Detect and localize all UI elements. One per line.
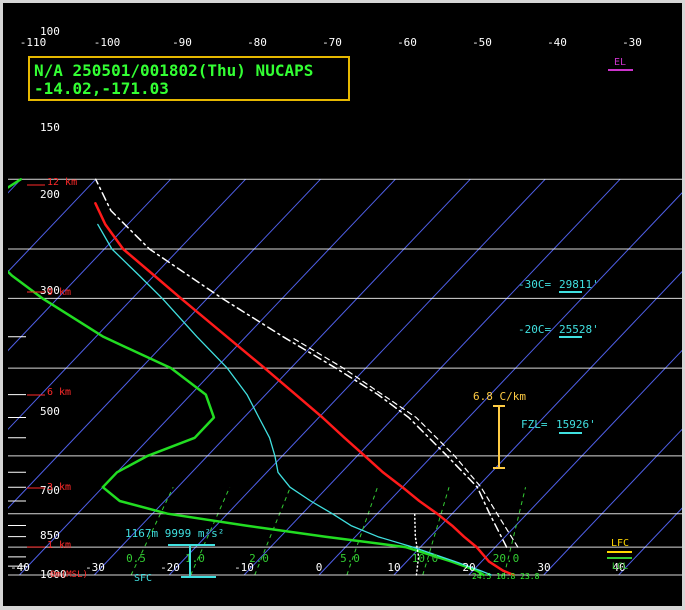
top-tick-label: -100 xyxy=(94,36,121,49)
mixing-ratio-label: 5.0 xyxy=(340,552,360,565)
el-label: EL xyxy=(614,57,626,68)
pressure-label: 300 xyxy=(40,284,60,297)
top-tick-label: -30 xyxy=(622,36,642,49)
temperature-profile xyxy=(94,202,515,577)
height-label: 6 km xyxy=(47,387,71,398)
mixing-ratio-label: 2.0 xyxy=(249,552,269,565)
bottom-tick-label: 10 xyxy=(387,561,400,574)
minus20c-value: 25528' xyxy=(559,323,599,336)
top-tick-label: -80 xyxy=(247,36,267,49)
top-tick-label: -110 xyxy=(20,36,47,49)
virtual-temp-profile xyxy=(97,223,492,576)
minus30c-value: 29811' xyxy=(559,278,599,291)
mixing-ratio-label: 1.0 xyxy=(185,552,205,565)
isotherm-line xyxy=(618,507,682,576)
isotherm-line xyxy=(19,178,396,576)
minus30c-label: -30C= xyxy=(518,278,551,291)
bottom-tick-label: -30 xyxy=(85,561,105,574)
bottom-tick-label: -10 xyxy=(234,561,254,574)
pressure-label: 200 xyxy=(40,188,60,201)
lfc-label: LFC xyxy=(611,538,629,549)
height-label: 3 km xyxy=(47,482,71,493)
minus20c-label: -20C= xyxy=(518,323,551,336)
mixing-ratio-label: 20.0 xyxy=(493,552,520,565)
bottom-tick-label: -40 xyxy=(10,561,30,574)
isotherm-line xyxy=(318,192,682,576)
mixing-ratio-line xyxy=(130,486,174,576)
lapse-rate-label: 6.8 C/km xyxy=(473,390,526,403)
pressure-label: 150 xyxy=(40,121,60,134)
top-tick-label: -70 xyxy=(322,36,342,49)
height-label: 12 km xyxy=(47,177,77,188)
height-label: 0m(MSL) xyxy=(50,570,88,580)
isotherm-line xyxy=(8,178,171,352)
isotherm-line xyxy=(393,271,682,576)
top-tick-label: -40 xyxy=(547,36,567,49)
bottom-tick-label: 20 xyxy=(462,561,475,574)
top-tick-label: -60 xyxy=(397,36,417,49)
isotherm-line xyxy=(543,428,682,576)
isotherm-line xyxy=(8,178,97,273)
lcl-label: LCL xyxy=(612,562,628,572)
isotherm-line xyxy=(243,178,621,576)
title-line-2: -14.02,-171.03 xyxy=(34,79,169,98)
mixing-ratio-label: 10.0 xyxy=(412,552,439,565)
bottom-tick-label: 40 xyxy=(612,561,625,574)
fzl-label: FZL= xyxy=(521,418,548,431)
height-label: 1 km xyxy=(47,540,71,551)
parcel-profile xyxy=(94,178,508,548)
top-tick-label: -50 xyxy=(472,36,492,49)
isotherm-line xyxy=(468,349,682,576)
top-tick-label: -90 xyxy=(172,36,192,49)
pressure-label: 700 xyxy=(40,484,60,497)
lapse-rate-bracket xyxy=(493,405,505,469)
pressure-label: 1000 xyxy=(40,568,67,581)
isotherm-line xyxy=(8,178,321,509)
pressure-label: 100 xyxy=(40,25,60,38)
mixing-ratio-label: 0.5 xyxy=(126,552,146,565)
dewpoint-profile xyxy=(8,178,486,577)
isotherm-line xyxy=(93,178,471,576)
parcel-virtual-profile xyxy=(290,336,519,548)
wetbulb-profile xyxy=(413,512,420,576)
bottom-tick-label: -20 xyxy=(160,561,180,574)
sfc-label: SFC xyxy=(134,573,152,584)
height-label: 9 km xyxy=(47,287,71,298)
sfc-values: 24.5 16.8 23.8 xyxy=(472,572,540,581)
isotherm-line xyxy=(8,178,246,431)
mixing-ratio-line xyxy=(503,487,527,576)
effective-layer-marker xyxy=(168,544,216,578)
srh-label: 1167m 9999 m²s² xyxy=(125,527,224,540)
pressure-label: 500 xyxy=(40,405,60,418)
pressure-label: 850 xyxy=(40,529,60,542)
plot-background xyxy=(3,3,682,606)
bottom-tick-label: 0 xyxy=(316,561,323,574)
fzl-value: 15926' xyxy=(556,418,596,431)
title-box: N/A 250501/001802(Thu) NUCAPS -14.02,-17… xyxy=(28,56,350,101)
mixing-ratio-line xyxy=(190,487,231,576)
title-line-1: N/A 250501/001802(Thu) NUCAPS xyxy=(34,61,313,80)
bottom-tick-label: 30 xyxy=(537,561,550,574)
